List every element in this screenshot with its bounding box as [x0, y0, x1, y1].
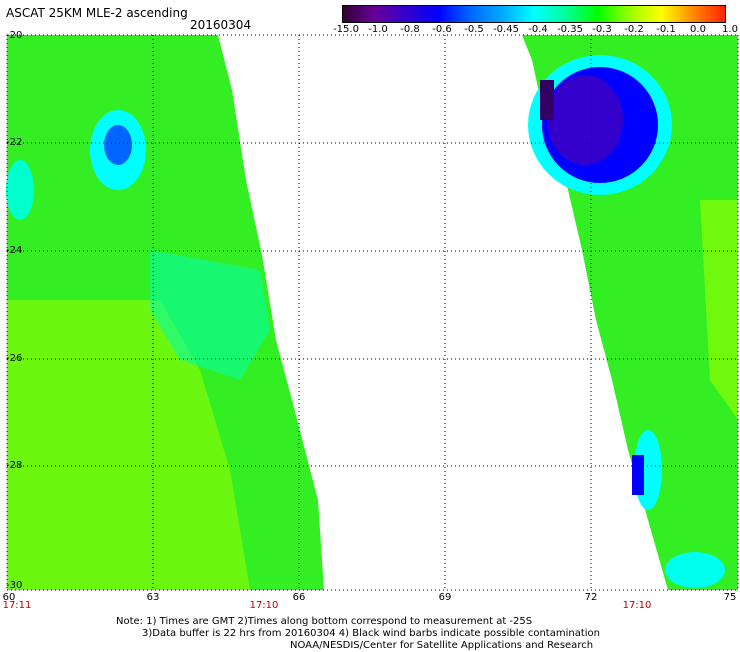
- left-cyan-edge: [6, 160, 34, 220]
- left-swath-cyan-patch: [150, 250, 270, 380]
- x-tick-label: 69: [438, 592, 452, 603]
- color-scale-tick-label: -15.0: [333, 24, 359, 35]
- color-scale-tick-label: -0.4: [528, 24, 548, 35]
- y-tick-label: -22: [6, 137, 23, 148]
- color-scale-tick-label: 0.0: [690, 24, 706, 35]
- color-scale-tick-label: -0.3: [592, 24, 612, 35]
- note-line-3: NOAA/NESDIS/Center for Satellite Applica…: [290, 640, 594, 651]
- left-swath-yellowgreen: [7, 300, 250, 590]
- x-tick-label: 72: [584, 592, 598, 603]
- y-tick-label: -20: [6, 30, 23, 41]
- color-scale-tick-label: -0.2: [624, 24, 644, 35]
- x-tick-label: 60: [2, 592, 16, 603]
- y-tick-label: -26: [6, 353, 23, 364]
- color-scale-bar: [342, 5, 726, 23]
- y-tick-label: -30: [6, 580, 23, 591]
- map-date: 20160304: [190, 18, 252, 32]
- time-label: 17:10: [249, 600, 279, 611]
- color-scale-tick-label: -0.1: [656, 24, 676, 35]
- y-tick-label: -24: [6, 245, 23, 256]
- footnotes: Note: 1) Times are GMT 2)Times along bot…: [116, 616, 600, 652]
- color-scale-tick-label: -0.5: [464, 24, 484, 35]
- left-blue-feature: [104, 125, 132, 165]
- color-scale-tick-label: 1.0: [722, 24, 738, 35]
- color-scale-tick-label: -1.0: [368, 24, 388, 35]
- note-line-1: Note: 1) Times are GMT 2)Times along bot…: [116, 616, 533, 627]
- color-scale-labels: -15.0 -1.0 -0.8 -0.6 -0.5 -0.45 -0.4 -0.35 -0.3 -…: [332, 24, 738, 38]
- x-tick-label: 63: [146, 592, 160, 603]
- x-tick-label: 66: [292, 592, 306, 603]
- color-scale-tick-label: -0.6: [432, 24, 452, 35]
- map-title: ASCAT 25KM MLE-2 ascending: [6, 6, 188, 20]
- note-line-2: 3)Data buffer is 22 hrs from 20160304 4)…: [142, 628, 600, 639]
- right-blue-lower: [632, 455, 644, 495]
- color-scale-tick-label: -0.35: [557, 24, 583, 35]
- lat-lon-grid: [6, 34, 739, 591]
- right-swath-yellowgreen: [700, 200, 738, 420]
- time-label: 17:10: [622, 600, 652, 611]
- time-label: 17:11: [2, 600, 32, 611]
- x-tick-label: 75: [723, 592, 737, 603]
- right-purple-edge: [540, 80, 554, 120]
- color-scale-tick-label: -0.45: [493, 24, 519, 35]
- right-darkblue-core: [547, 75, 623, 165]
- color-scale-tick-label: -0.8: [400, 24, 420, 35]
- right-cyan-bottom: [665, 552, 725, 588]
- y-tick-label: -28: [6, 460, 23, 471]
